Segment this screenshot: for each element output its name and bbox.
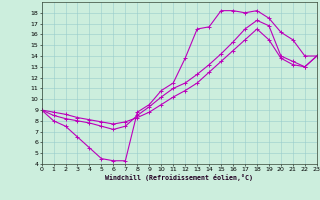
X-axis label: Windchill (Refroidissement éolien,°C): Windchill (Refroidissement éolien,°C) xyxy=(105,174,253,181)
